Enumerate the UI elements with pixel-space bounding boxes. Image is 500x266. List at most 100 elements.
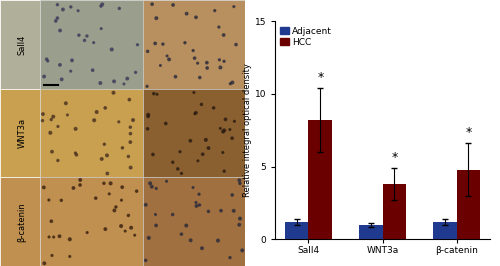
Point xyxy=(54,158,62,163)
Point xyxy=(62,101,70,105)
Point xyxy=(54,124,62,128)
Point xyxy=(70,186,78,190)
Point xyxy=(144,114,152,118)
Point xyxy=(103,153,111,157)
Point xyxy=(214,239,222,243)
Point xyxy=(98,2,106,6)
Point xyxy=(47,118,55,122)
Point xyxy=(203,66,211,70)
Point xyxy=(97,4,105,8)
Bar xyxy=(142,0,245,89)
Point xyxy=(100,142,108,146)
Point xyxy=(182,223,190,228)
Point xyxy=(236,217,244,221)
Point xyxy=(144,49,152,53)
Point xyxy=(228,193,236,197)
Point xyxy=(96,81,104,85)
Point xyxy=(126,131,134,136)
Point xyxy=(110,208,118,213)
Point xyxy=(106,192,114,196)
Point xyxy=(90,118,98,122)
Point xyxy=(236,178,244,182)
Point xyxy=(238,248,246,252)
Point xyxy=(117,224,125,228)
Text: *: * xyxy=(317,71,324,84)
Point xyxy=(149,152,157,157)
Bar xyxy=(40,177,142,266)
Point xyxy=(126,165,134,170)
Point xyxy=(172,74,179,79)
Point xyxy=(196,75,204,80)
Point xyxy=(217,209,225,213)
Point xyxy=(52,19,60,23)
Point xyxy=(178,171,186,176)
Point xyxy=(152,16,160,20)
Text: β-catenin: β-catenin xyxy=(18,202,26,242)
Point xyxy=(189,185,197,190)
Point xyxy=(50,235,58,239)
Point xyxy=(182,11,190,16)
Bar xyxy=(359,225,382,239)
Point xyxy=(110,79,118,84)
Point xyxy=(198,102,205,106)
Point xyxy=(168,160,176,164)
Point xyxy=(48,253,56,257)
Point xyxy=(210,106,218,110)
Point xyxy=(192,204,200,208)
Point xyxy=(92,110,100,114)
Point xyxy=(134,43,141,47)
Text: Sall4: Sall4 xyxy=(18,34,26,55)
Point xyxy=(124,154,132,159)
Point xyxy=(194,61,202,65)
Point xyxy=(38,118,46,123)
Bar xyxy=(433,222,456,239)
Point xyxy=(220,128,228,132)
Point xyxy=(42,57,50,61)
Point xyxy=(236,181,244,185)
Point xyxy=(48,219,56,223)
Point xyxy=(222,117,230,122)
Point xyxy=(74,9,82,13)
Point xyxy=(181,41,189,45)
Point xyxy=(108,47,116,52)
Point xyxy=(235,223,243,227)
Point xyxy=(220,169,228,173)
Point xyxy=(142,203,150,207)
Point xyxy=(40,74,48,79)
Point xyxy=(124,213,132,218)
Point xyxy=(75,33,83,37)
Point xyxy=(216,65,224,70)
Point xyxy=(101,106,109,110)
Point xyxy=(64,113,72,117)
Point xyxy=(152,186,160,190)
Point xyxy=(202,138,210,142)
Point xyxy=(191,112,199,116)
Point xyxy=(106,181,114,185)
Point xyxy=(174,167,182,171)
Point xyxy=(54,3,62,7)
Point xyxy=(186,139,194,143)
Point xyxy=(118,198,126,202)
Point xyxy=(228,80,236,85)
Point xyxy=(150,92,158,96)
Point xyxy=(198,246,206,250)
Point xyxy=(76,178,84,182)
Point xyxy=(126,125,134,129)
Point xyxy=(72,153,80,157)
Point xyxy=(162,121,170,126)
Point xyxy=(228,136,236,140)
Point xyxy=(189,48,197,53)
Bar xyxy=(382,184,406,239)
Point xyxy=(230,209,237,213)
Point xyxy=(56,63,64,67)
Point xyxy=(88,68,96,72)
Bar xyxy=(0,89,40,177)
Point xyxy=(142,258,150,263)
Point xyxy=(196,203,203,207)
Point xyxy=(153,92,161,96)
Point xyxy=(145,236,153,240)
Point xyxy=(66,237,74,242)
Point xyxy=(210,9,218,13)
Point xyxy=(165,57,173,61)
Point xyxy=(220,59,228,63)
